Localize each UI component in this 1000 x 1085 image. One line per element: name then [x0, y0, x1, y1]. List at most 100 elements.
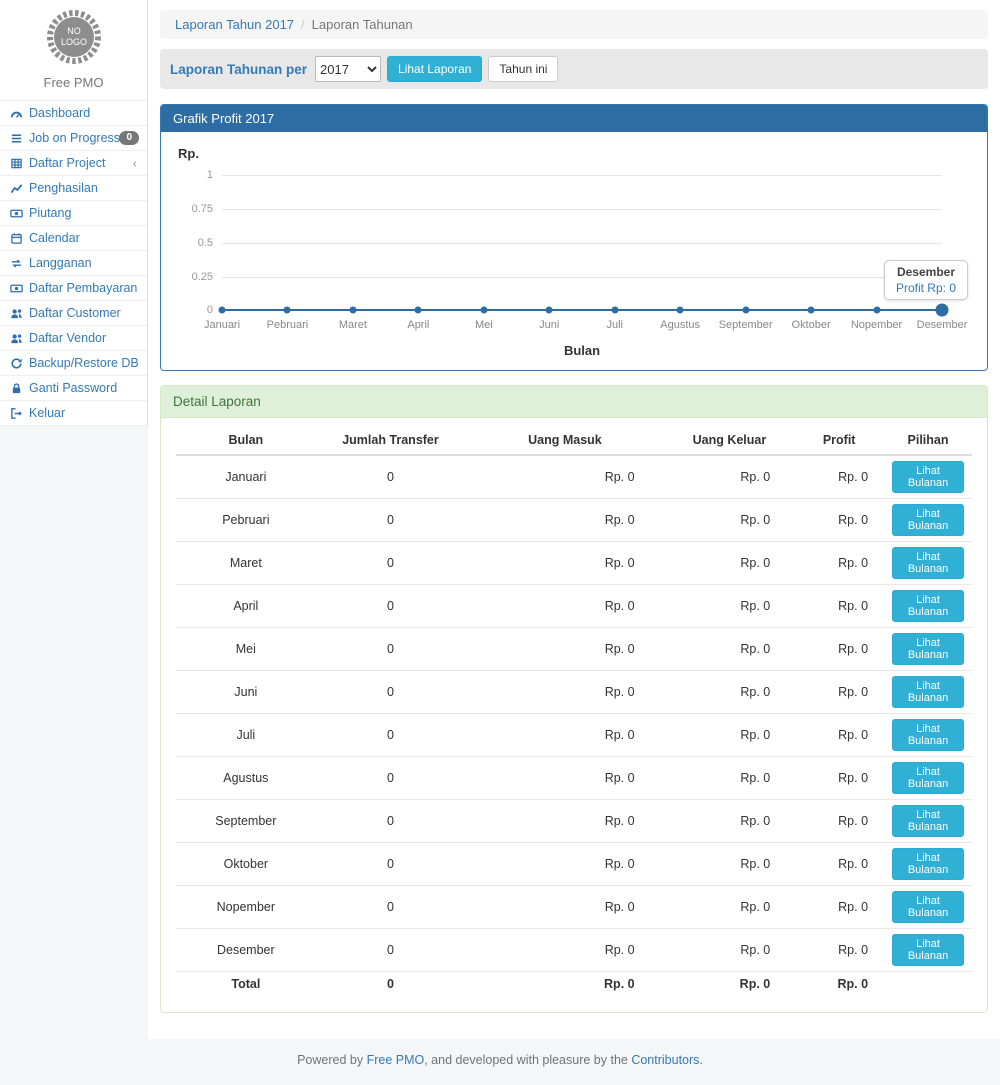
footer-contributors-link[interactable]: Contributors. [631, 1053, 703, 1067]
cell-total-profit: Rp. 0 [794, 972, 884, 997]
y-tick-label: 0.25 [192, 271, 213, 283]
breadcrumb-current: Laporan Tahunan [312, 17, 413, 32]
cell-bulan: Januari [176, 455, 316, 499]
chart-point[interactable] [611, 307, 618, 314]
view-monthly-button[interactable]: Lihat Bulanan [892, 848, 964, 880]
footer-brand-link[interactable]: Free PMO [367, 1053, 425, 1067]
x-tick-label: Juli [606, 319, 623, 331]
sidebar-item-label: Daftar Vendor [29, 331, 106, 345]
tooltip-month: Desember [896, 265, 956, 279]
chart-panel-body: Rp. 1 0.75 0.5 0.25 0 [161, 132, 987, 370]
view-monthly-button[interactable]: Lihat Bulanan [892, 891, 964, 923]
sidebar-item-daftar-vendor[interactable]: Daftar Vendor [0, 326, 147, 351]
table-row: Januari 0 Rp. 0 Rp. 0 Rp. 0 Lihat Bulana… [176, 455, 972, 499]
chart-point[interactable] [677, 307, 684, 314]
sidebar-item-penghasilan[interactable]: Penghasilan [0, 176, 147, 201]
sidebar-item-calendar[interactable]: Calendar [0, 226, 147, 251]
cell-total-label: Total [176, 972, 316, 997]
view-monthly-button[interactable]: Lihat Bulanan [892, 762, 964, 794]
this-year-button[interactable]: Tahun ini [488, 56, 558, 82]
detail-panel-title: Detail Laporan [161, 386, 987, 418]
col-header-pilihan: Pilihan [884, 426, 972, 455]
cell-uang-keluar: Rp. 0 [665, 671, 795, 714]
cell-uang-masuk: Rp. 0 [465, 455, 664, 499]
sidebar-item-label: Calendar [29, 231, 80, 245]
view-monthly-button[interactable]: Lihat Bulanan [892, 805, 964, 837]
cell-bulan: Juli [176, 714, 316, 757]
cell-uang-keluar: Rp. 0 [665, 714, 795, 757]
sidebar-item-label: Langganan [29, 256, 92, 270]
sidebar-item-keluar[interactable]: Keluar [0, 401, 147, 426]
view-report-button[interactable]: Lihat Laporan [387, 56, 482, 82]
chart-point[interactable] [415, 307, 422, 314]
cell-profit: Rp. 0 [794, 499, 884, 542]
money-icon [10, 282, 23, 295]
sidebar-item-daftar-pembayaran[interactable]: Daftar Pembayaran [0, 276, 147, 301]
cell-profit: Rp. 0 [794, 800, 884, 843]
x-tick-label: Juni [539, 319, 559, 331]
breadcrumb-link-laporan-tahun[interactable]: Laporan Tahun 2017 [175, 17, 294, 32]
refresh-icon [10, 357, 23, 370]
chart-point[interactable] [742, 307, 749, 314]
cell-uang-keluar: Rp. 0 [665, 585, 795, 628]
sidebar-item-label: Ganti Password [29, 381, 117, 395]
cell-uang-masuk: Rp. 0 [465, 843, 664, 886]
table-row: Pebruari 0 Rp. 0 Rp. 0 Rp. 0 Lihat Bulan… [176, 499, 972, 542]
sidebar-item-piutang[interactable]: Piutang [0, 201, 147, 226]
list-icon [10, 132, 23, 145]
sidebar-item-job-on-progress[interactable]: Job on Progress 0 [0, 126, 147, 151]
x-tick-label: Nopember [851, 319, 902, 331]
cell-jumlah-transfer: 0 [316, 757, 466, 800]
logo-text-line1: NO [67, 26, 81, 36]
sidebar-item-dashboard[interactable]: Dashboard [0, 101, 147, 126]
cell-uang-keluar: Rp. 0 [665, 542, 795, 585]
cell-uang-masuk: Rp. 0 [465, 757, 664, 800]
calendar-icon [10, 232, 23, 245]
cell-jumlah-transfer: 0 [316, 455, 466, 499]
cell-uang-keluar: Rp. 0 [665, 886, 795, 929]
chart-point[interactable] [284, 307, 291, 314]
y-tick-label: 0 [207, 304, 213, 316]
sidebar-item-label: Keluar [29, 406, 65, 420]
col-header-uang-keluar: Uang Keluar [665, 426, 795, 455]
sidebar-item-daftar-customer[interactable]: Daftar Customer [0, 301, 147, 326]
chart-point[interactable] [349, 307, 356, 314]
sidebar-item-label: Daftar Pembayaran [29, 281, 137, 295]
table-row: Nopember 0 Rp. 0 Rp. 0 Rp. 0 Lihat Bulan… [176, 886, 972, 929]
sidebar-item-label: Dashboard [29, 106, 90, 120]
sidebar-item-backup-restore-db[interactable]: Backup/Restore DB [0, 351, 147, 376]
detail-panel-body: Bulan Jumlah Transfer Uang Masuk Uang Ke… [161, 418, 987, 1012]
cell-jumlah-transfer: 0 [316, 886, 466, 929]
cell-bulan: Desember [176, 929, 316, 972]
sidebar-item-daftar-project[interactable]: Daftar Project ‹ [0, 151, 147, 176]
chart-point[interactable] [480, 307, 487, 314]
chart-point[interactable] [546, 307, 553, 314]
sidebar-item-ganti-password[interactable]: Ganti Password [0, 376, 147, 401]
chart-point-active[interactable] [936, 304, 949, 317]
breadcrumb: Laporan Tahun 2017/Laporan Tahunan [160, 10, 988, 39]
cell-bulan: Mei [176, 628, 316, 671]
app-logo: NO LOGO [0, 0, 147, 69]
view-monthly-button[interactable]: Lihat Bulanan [892, 590, 964, 622]
gridline [222, 175, 942, 176]
view-monthly-button[interactable]: Lihat Bulanan [892, 547, 964, 579]
year-select[interactable]: 2017 [315, 56, 381, 82]
view-monthly-button[interactable]: Lihat Bulanan [892, 504, 964, 536]
sidebar-item-langganan[interactable]: Langganan [0, 251, 147, 276]
page-layout: NO LOGO Free PMO Dashboard Job on Progre… [0, 0, 1000, 1039]
cell-uang-masuk: Rp. 0 [465, 542, 664, 585]
view-monthly-button[interactable]: Lihat Bulanan [892, 676, 964, 708]
users-icon [10, 307, 23, 320]
cell-uang-masuk: Rp. 0 [465, 585, 664, 628]
cell-uang-masuk: Rp. 0 [465, 671, 664, 714]
chart-point[interactable] [873, 307, 880, 314]
logo-text-line2: LOGO [60, 37, 86, 47]
view-monthly-button[interactable]: Lihat Bulanan [892, 934, 964, 966]
view-monthly-button[interactable]: Lihat Bulanan [892, 719, 964, 751]
main-content: Laporan Tahun 2017/Laporan Tahunan Lapor… [148, 0, 1000, 1039]
view-monthly-button[interactable]: Lihat Bulanan [892, 633, 964, 665]
view-monthly-button[interactable]: Lihat Bulanan [892, 461, 964, 493]
sidebar-item-label: Penghasilan [29, 181, 98, 195]
chart-point[interactable] [219, 307, 226, 314]
chart-point[interactable] [808, 307, 815, 314]
